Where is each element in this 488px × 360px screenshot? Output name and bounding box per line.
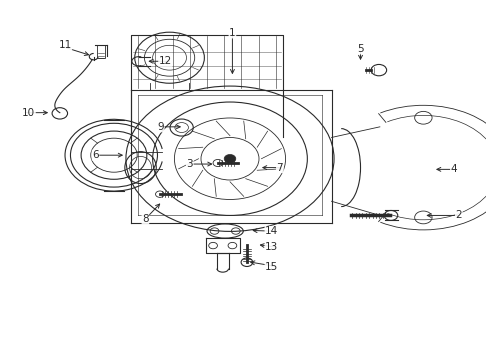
Text: 9: 9 [157,122,164,132]
Text: 12: 12 [159,56,172,66]
Text: 4: 4 [449,165,456,174]
Text: 2: 2 [454,211,461,220]
Bar [97,45,104,58]
Text: 14: 14 [264,226,278,237]
Text: 10: 10 [22,108,35,118]
Text: 3: 3 [186,159,193,169]
Text: 15: 15 [264,262,278,272]
Text: 11: 11 [58,40,71,50]
Circle shape [224,154,235,163]
Text: 1: 1 [229,28,235,38]
Text: 8: 8 [142,214,148,224]
Text: 13: 13 [264,242,278,252]
Text: 5: 5 [356,44,363,54]
Text: 7: 7 [276,163,283,172]
Text: 6: 6 [92,150,99,160]
